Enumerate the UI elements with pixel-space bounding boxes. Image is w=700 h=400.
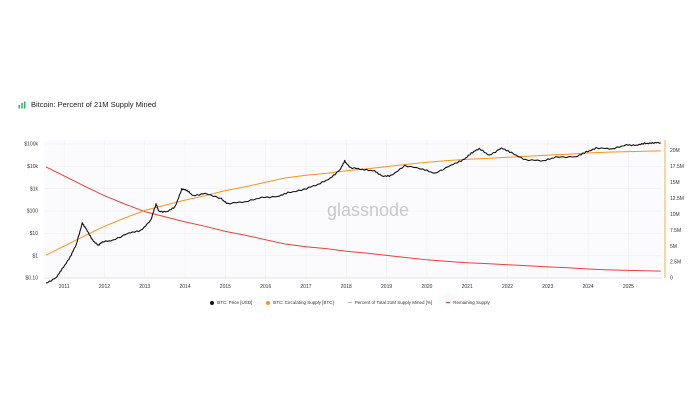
- x-tick-label: 2013: [139, 284, 150, 290]
- left-tick-label: $100: [27, 209, 38, 215]
- x-tick-label: 2019: [381, 284, 392, 290]
- x-tick-label: 2020: [421, 284, 432, 290]
- x-tick-label: 2024: [583, 284, 594, 290]
- right-tick-label: 15M: [670, 180, 680, 186]
- chart-title: Bitcoin: Percent of 21M Supply Mined: [31, 100, 157, 109]
- left-tick-label: $10: [30, 231, 39, 237]
- right-tick-label: 17.5M: [670, 164, 684, 170]
- right-tick-label: 20M: [670, 148, 680, 154]
- right-tick-label: 2.5M: [670, 260, 681, 266]
- left-tick-label: $100k: [24, 142, 38, 148]
- series-layer: [45, 141, 661, 284]
- legend: BTC: Price [USD] BTC: Circulating Supply …: [0, 300, 700, 305]
- x-tick-label: 2021: [462, 284, 473, 290]
- x-tick-label: 2018: [341, 284, 352, 290]
- legend-label: BTC: Price [USD]: [217, 300, 253, 305]
- left-tick-label: $0.10: [25, 276, 38, 282]
- x-axis: 2011 2012 2013 2014 2015 2016 2017 2018 2019 2020…: [44, 277, 662, 290]
- legend-label: Percent of Total 21M Supply Mined [%]: [354, 300, 433, 305]
- chart-title-bar: Bitcoin: Percent of 21M Supply Mined: [18, 100, 156, 109]
- legend-item[interactable]: BTC: Price [USD]: [210, 300, 252, 305]
- x-tick-label: 2016: [260, 284, 271, 290]
- x-tick-label: 2022: [502, 284, 513, 290]
- x-tick-label: 2017: [300, 284, 311, 290]
- legend-label: BTC: Circulating Supply [BTC]: [273, 300, 334, 305]
- x-tick-label: 2014: [180, 284, 191, 290]
- left-tick-label: $1: [32, 253, 38, 259]
- legend-swatch: [210, 300, 215, 305]
- grid: [44, 140, 662, 279]
- right-tick-label: 12.5M: [670, 196, 684, 202]
- remaining-supply-line: [45, 166, 661, 272]
- x-tick-label: 2023: [542, 284, 553, 290]
- right-tick-label: 5M: [670, 244, 677, 250]
- legend-swatch: [347, 302, 352, 303]
- legend-swatch: [446, 302, 451, 303]
- x-tick-label: 2012: [99, 284, 110, 290]
- legend-label: Remaining Supply: [453, 300, 490, 305]
- watermark: glassnode: [327, 200, 409, 220]
- x-tick-label: 2011: [59, 284, 70, 290]
- legend-swatch: [266, 300, 271, 305]
- legend-item[interactable]: BTC: Circulating Supply [BTC]: [266, 300, 334, 305]
- x-tick-label: 2025: [623, 284, 634, 290]
- right-axis: 0 2.5M 5M 7.5M 10M 12.5M 15M 17.5M 20M: [664, 140, 684, 282]
- price-line: [45, 141, 661, 284]
- legend-item[interactable]: Remaining Supply: [446, 300, 490, 305]
- plot-area: [44, 140, 662, 278]
- right-tick-label: 7.5M: [670, 228, 681, 234]
- left-tick-label: $1k: [30, 186, 39, 192]
- right-tick-label: 10M: [670, 212, 680, 218]
- circulating-supply-line: [45, 150, 661, 256]
- x-tick-label: 2015: [220, 284, 231, 290]
- chart-icon: [18, 101, 26, 108]
- right-tick-label: 0: [670, 276, 673, 282]
- legend-item[interactable]: Percent of Total 21M Supply Mined [%]: [347, 300, 433, 305]
- left-axis: $0.10 $1 $10 $100 $1k $10k $100k: [24, 142, 38, 282]
- left-tick-label: $10k: [27, 164, 38, 170]
